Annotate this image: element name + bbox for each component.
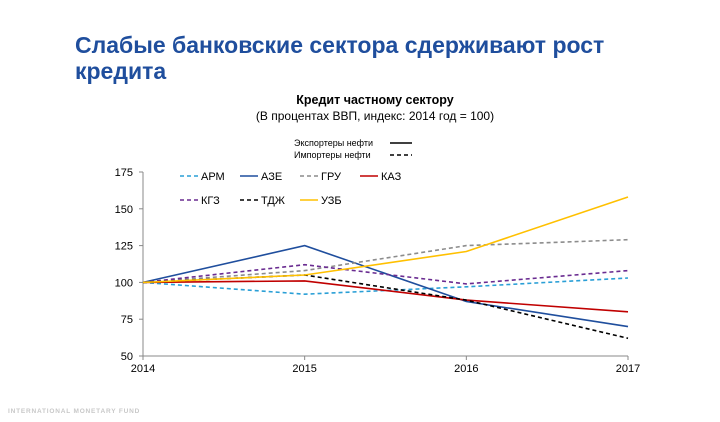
y-tick-label: 150: [115, 204, 133, 216]
series-legend: АРМ АЗЕ ГРУ КАЗ КГЗ ТДЖ УЗБ: [180, 171, 402, 207]
chart-lines: [142, 196, 629, 340]
legend-label: УЗБ: [321, 195, 342, 207]
legend-label: АРМ: [201, 171, 225, 183]
group-legend-label: Импортеры нефти: [294, 150, 371, 160]
series-line-3: [142, 238, 629, 284]
group-legend: Экспортеры нефти Импортеры нефти: [294, 138, 412, 160]
y-tick-label: 50: [121, 351, 133, 363]
series-line-7: [142, 196, 629, 284]
series-line-1: [142, 277, 629, 296]
series-line-5: [142, 263, 629, 285]
group-legend-label: Экспортеры нефти: [294, 138, 373, 148]
legend-label: ГРУ: [321, 171, 342, 183]
legend-label: КГЗ: [201, 195, 220, 207]
x-tick-label: 2017: [616, 363, 640, 375]
chart-axes: 50 75 100 125 150 175 2014 2015 2016 2017: [115, 167, 641, 375]
chart-subtitle: (В процентах ВВП, индекс: 2014 год = 100…: [255, 109, 495, 123]
series-line-4: [142, 280, 629, 313]
y-tick-label: 125: [115, 241, 133, 253]
chart-title: Кредит частному сектору: [296, 93, 454, 107]
y-tick-label: 100: [115, 277, 133, 289]
legend-label: АЗЕ: [261, 171, 282, 183]
x-tick-label: 2016: [454, 363, 478, 375]
x-tick-label: 2014: [131, 363, 155, 375]
series-line-2: [142, 244, 629, 328]
y-tick-label: 175: [115, 167, 133, 179]
legend-label: ТДЖ: [261, 195, 285, 207]
y-tick-label: 75: [121, 314, 133, 326]
legend-label: КАЗ: [381, 171, 402, 183]
slide-title: Слабые банковские сектора сдерживают рос…: [75, 32, 605, 84]
x-tick-label: 2015: [292, 363, 316, 375]
imf-footer: INTERNATIONAL MONETARY FUND: [8, 408, 141, 415]
